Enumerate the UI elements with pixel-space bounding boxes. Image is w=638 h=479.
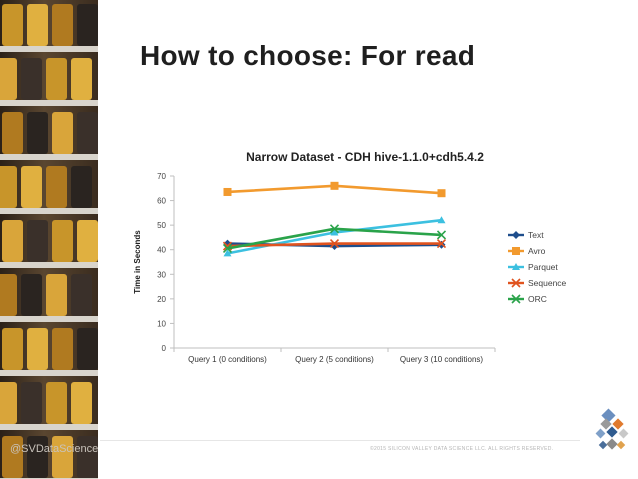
data-point-sequence [436,239,447,249]
data-point-avro [437,189,446,198]
y-tick-label: 30 [157,270,166,279]
data-point-avro [223,187,232,196]
chart-title: Narrow Dataset - CDH hive-1.1.0+cdh5.4.2 [246,150,484,164]
data-point-orc [222,243,233,254]
data-point-parquet [223,249,232,257]
data-point-text [330,242,339,251]
x-tick-label: Query 3 (10 conditions) [400,355,483,364]
data-point-parquet [330,228,339,236]
y-tick-label: 50 [157,221,166,230]
footer-divider [100,440,580,441]
legend-marker-avro [512,247,520,255]
watermark: @SVDataScience [10,443,99,455]
y-tick-label: 0 [162,344,167,353]
legend-marker-sequence [511,278,521,288]
data-point-parquet [437,216,446,224]
legend-marker-text [512,231,520,239]
legend-label-avro: Avro [528,246,546,256]
data-point-orc [329,224,340,234]
legend-label-orc: ORC [528,294,547,304]
y-tick-label: 70 [157,172,166,181]
x-tick-label: Query 2 (5 conditions) [295,355,374,364]
legend-marker-parquet [512,263,520,270]
y-tick-label: 10 [157,319,166,328]
copyright-text: ©2015 SILICON VALLEY DATA SCIENCE LLC. A… [370,446,554,452]
y-tick-label: 40 [157,246,166,255]
shelf-photo-drawing [0,4,98,479]
data-point-avro [330,181,339,190]
legend-label-text: Text [528,230,544,240]
legend-label-sequence: Sequence [528,278,567,288]
company-logo [595,408,629,450]
legend-marker-orc [511,294,521,304]
data-point-sequence [329,239,340,249]
data-point-orc [436,230,447,240]
y-tick-label: 20 [157,295,166,304]
legend-label-parquet: Parquet [528,262,558,272]
y-tick-label: 60 [157,197,166,206]
y-axis-label: Time in Seconds [133,230,142,294]
slide-title: How to choose: For read [140,40,476,71]
shelf-photo [0,0,98,479]
x-tick-label: Query 1 (0 conditions) [188,355,267,364]
line-chart: 0 10 20 30 40 50 60 70 Query 1 (0 conditions) Que… [133,172,567,364]
